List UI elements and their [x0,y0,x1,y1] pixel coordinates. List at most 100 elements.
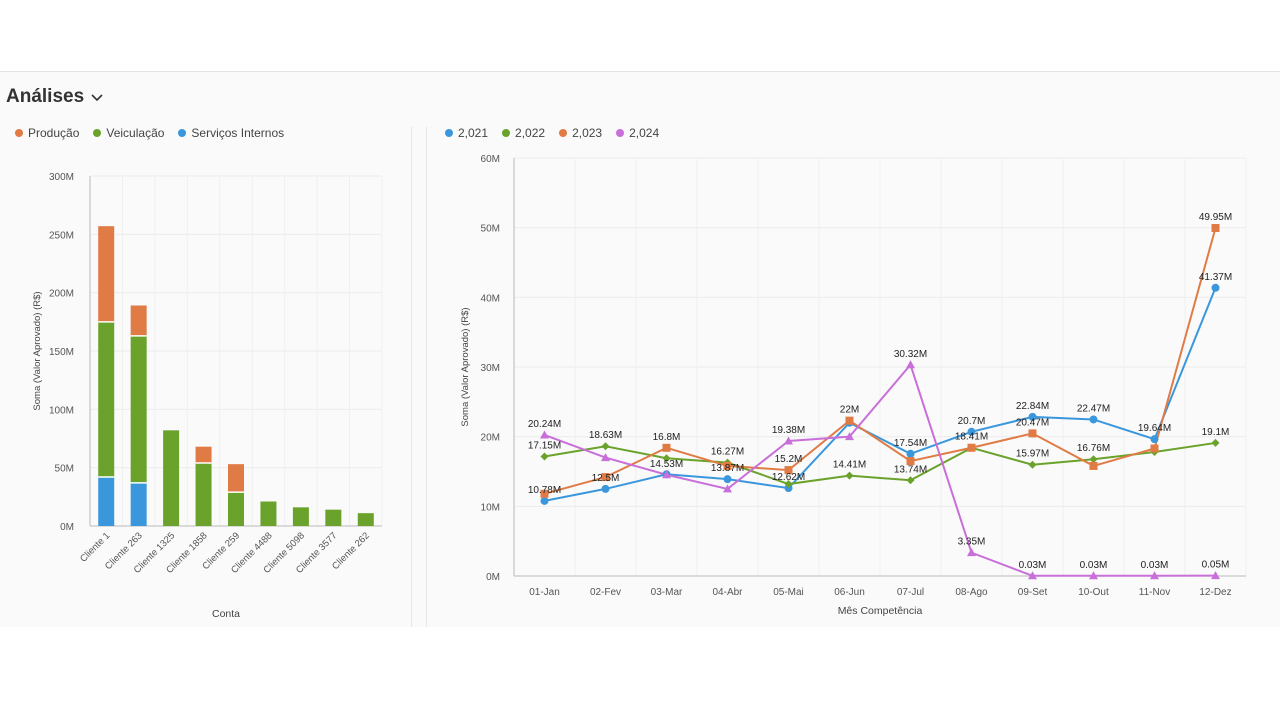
legend-dot-icon [445,129,453,137]
data-label: 15.2M [775,454,803,465]
bar-segment-veiculacao [260,501,277,526]
legend-item-2-021[interactable]: 2,021 [445,126,488,140]
data-point [1211,571,1220,580]
data-label: 15.97M [1016,449,1049,460]
data-point [723,484,732,493]
legend-item-veiculacao[interactable]: Veiculação [93,126,164,140]
data-point [540,430,549,439]
data-point [906,476,915,485]
data-label: 22.84M [1016,401,1049,412]
y-tick-label: 20M [481,433,500,444]
data-label: 19.1M [1202,427,1230,438]
data-point [1089,415,1098,424]
legend-item-producao[interactable]: Produção [15,126,79,140]
data-point [967,548,976,557]
data-label: 22.47M [1077,403,1110,414]
data-point [967,427,976,436]
bar-segment-veiculacao [357,513,374,526]
data-label: 16.76M [1077,443,1110,454]
legend-label: 2,023 [572,126,603,140]
data-point [723,461,732,470]
x-tick-label: 08-Ago [955,587,988,598]
data-point [1211,283,1220,292]
x-tick-label: 06-Jun [834,587,865,598]
data-point [723,475,732,484]
data-label: 41.37M [1199,272,1232,283]
page-title-dropdown[interactable]: Análises [6,86,104,108]
bar-chart-legend: Produção Veiculação Serviços Internos [15,126,284,140]
data-point [784,436,793,445]
y-tick-label: 250M [49,230,74,241]
bar-segment-veiculacao [292,507,309,526]
data-label: 19.38M [772,425,805,436]
bar-segment-veiculacao [163,430,180,526]
legend-dot-icon [502,129,511,137]
data-point [845,471,854,480]
y-tick-label: 10M [481,502,500,513]
legend-label: Veiculação [106,126,165,140]
y-tick-label: 300M [49,172,74,183]
data-label: 20.24M [528,419,561,430]
data-point [784,466,793,475]
legend-item-2-022[interactable]: 2,022 [502,126,545,140]
bar-segment-veiculacao [325,509,342,526]
data-label: 19.64M [1138,423,1171,434]
bar-segment-veiculacao [195,463,212,526]
data-point [662,470,671,479]
legend-label: 2,022 [515,126,546,140]
series-line-2-021 [544,287,1217,502]
line-chart-legend: 2,021 2,022 2,023 2,024 [445,126,659,140]
legend-label: 2,024 [629,126,660,140]
x-tick-label: 12-Dez [1199,587,1231,598]
data-label: 20.47M [1016,417,1049,428]
data-point [1089,455,1098,464]
data-point [1028,460,1037,469]
x-tick-label: 02-Fev [590,587,621,598]
legend-label: Serviços Internos [191,126,285,140]
legend-dot-icon [559,129,568,137]
legend-item-servicos-internos[interactable]: Serviços Internos [178,126,284,140]
legend-item-2-023[interactable]: 2,023 [559,126,602,140]
data-label: 0.05M [1202,560,1230,571]
data-point [784,484,793,493]
data-point [601,484,610,493]
data-label: 16.8M [653,432,681,443]
data-point [601,442,610,451]
chevron-down-icon [91,94,103,102]
data-label: 12.62M [772,472,805,483]
data-point [662,454,671,463]
data-point [1028,571,1037,580]
panel-divider [426,127,427,627]
data-label: 0.03M [1019,560,1047,571]
data-point [1211,438,1220,447]
y-axis-title: Soma (Valor Aprovado) (R$) [32,291,43,410]
bar-segment-veiculacao [228,492,244,526]
data-point [906,360,915,369]
bar-segment-producao [130,305,147,336]
data-point [1028,429,1037,438]
data-point [967,443,976,452]
data-label: 14.41M [833,460,866,471]
data-label: 0.03M [1080,560,1108,571]
legend-dot-icon [15,129,23,137]
data-point [845,416,854,425]
data-label: 18.41M [955,432,988,443]
series-line-2-022 [544,441,1216,486]
x-axis-title: Mês Competência [838,605,923,617]
data-label: 14.53M [650,459,683,470]
data-point [906,457,915,466]
data-point [601,453,610,462]
legend-dot-icon [178,129,187,137]
data-point [784,480,793,489]
bar-segment-veiculacao [130,335,147,483]
legend-dot-icon [616,129,625,137]
y-tick-label: 0M [60,522,74,533]
data-label: 22M [840,405,859,416]
x-tick-label: 04-Abr [712,587,743,598]
data-point [1150,571,1159,580]
bar-segment-producao [195,446,212,463]
x-tick-label: 10-Out [1078,587,1109,598]
data-point [662,443,671,452]
legend-item-2-024[interactable]: 2,024 [616,126,659,140]
